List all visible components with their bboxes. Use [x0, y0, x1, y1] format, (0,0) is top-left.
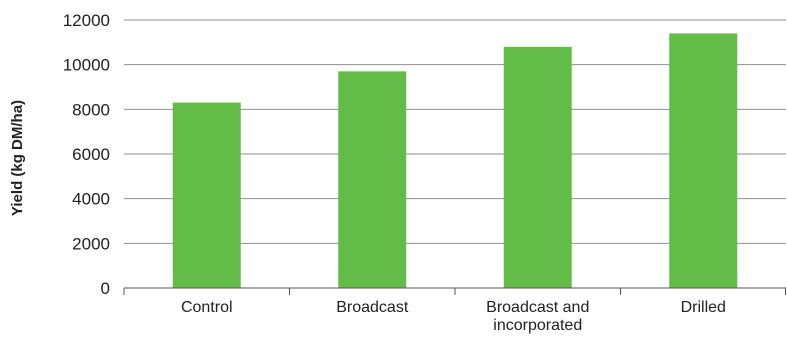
y-axis-title: Yield (kg DM/ha) — [9, 100, 26, 216]
y-tick-label: 10000 — [63, 56, 110, 75]
bar-broadcast — [338, 71, 407, 288]
bar-broadcast-and-incorporated — [503, 46, 572, 288]
y-tick-label: 0 — [101, 279, 110, 298]
bar-drilled — [669, 33, 738, 289]
y-tick-label: 8000 — [72, 100, 110, 119]
y-tick-label: 6000 — [72, 145, 110, 164]
category-label-line: Broadcast and — [486, 299, 589, 316]
category-label-line: Control — [181, 299, 233, 316]
bar-control — [172, 102, 241, 288]
category-label-line: Broadcast — [336, 299, 409, 316]
category-labels: Control Broadcast Broadcast and incorporate… — [181, 299, 726, 334]
category-label: Control — [181, 299, 233, 316]
y-tick-label: 4000 — [72, 190, 110, 209]
x-axis — [123, 287, 786, 295]
category-label: Broadcast — [336, 299, 409, 316]
y-tick-label: 12000 — [63, 11, 110, 30]
category-label: Broadcast and incorporated — [486, 299, 589, 334]
category-label: Drilled — [681, 299, 726, 316]
category-label-line: Drilled — [681, 299, 726, 316]
y-tick-label: 2000 — [72, 234, 110, 253]
y-tick-labels: 0 2000 4000 6000 8000 10000 12000 — [63, 11, 110, 298]
bars — [172, 33, 738, 289]
category-label-line: incorporated — [493, 317, 582, 334]
